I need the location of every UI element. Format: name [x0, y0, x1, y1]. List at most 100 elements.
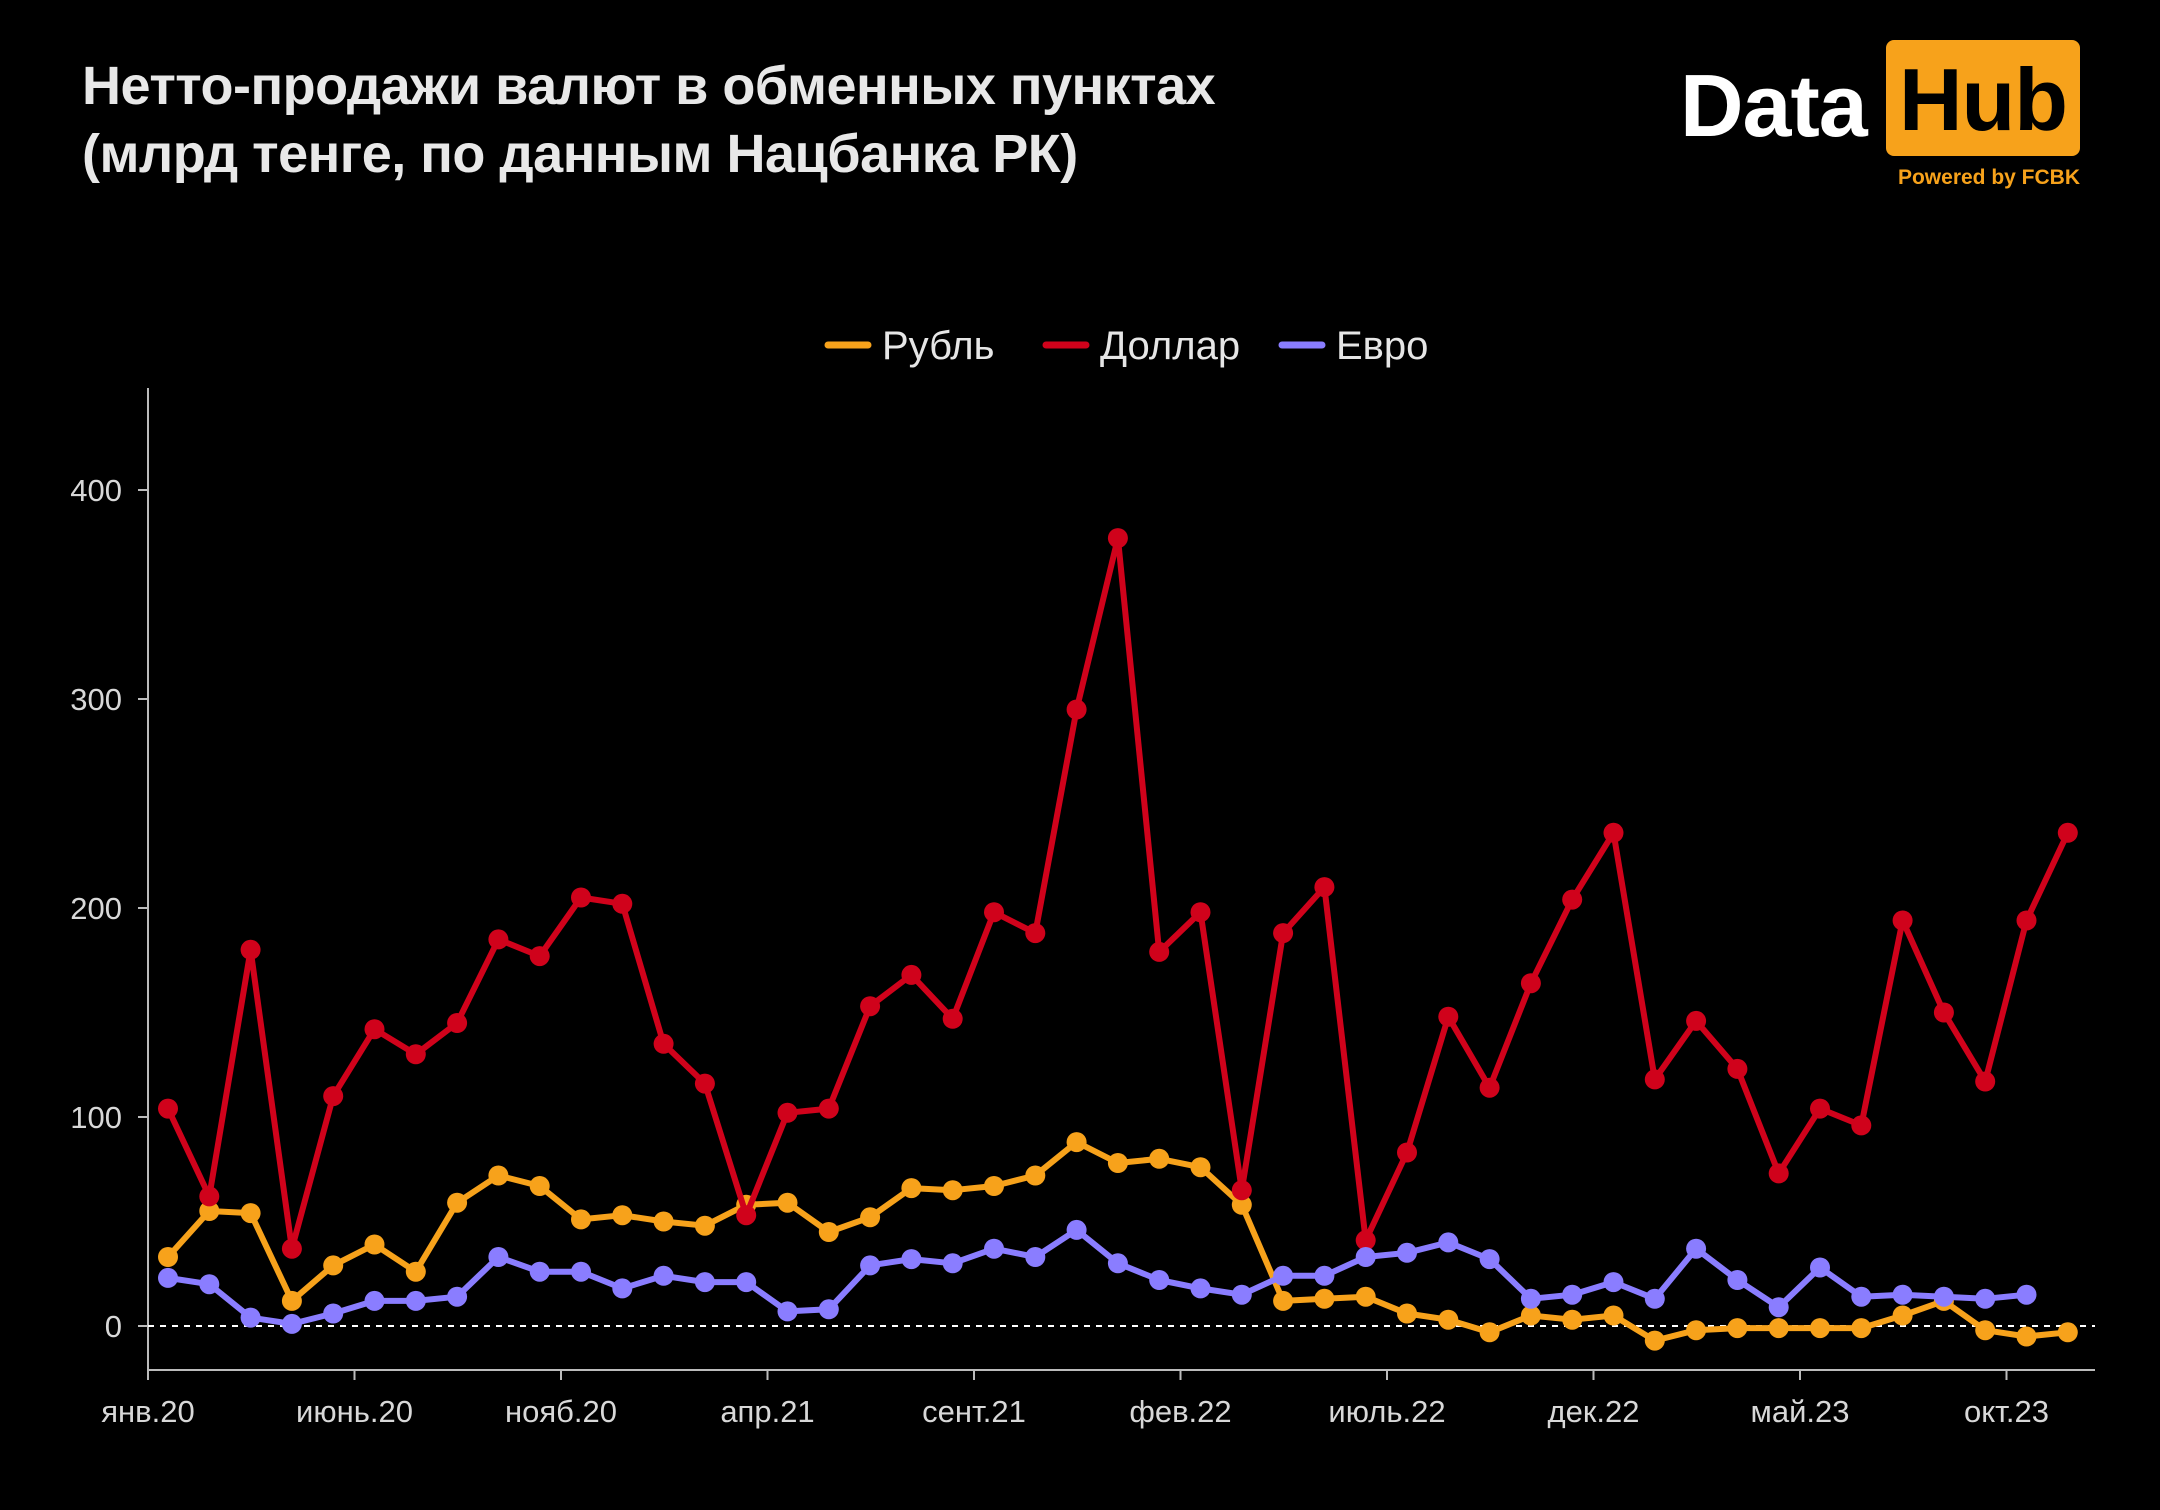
data-point [364, 1019, 385, 1040]
data-point [1355, 1286, 1376, 1307]
data-point [777, 1102, 798, 1123]
data-point [1520, 1305, 1541, 1326]
chart-axes: 0 100 200 300 400 янв.20 июнь.20 нояб.20 апр.21 с… [70, 388, 2095, 1429]
data-point [199, 1274, 220, 1295]
x-tick-label: июль.22 [1328, 1394, 1445, 1429]
chart-title: Нетто-продажи валют в обменных пунктах (… [82, 52, 1216, 188]
data-point [1149, 1270, 1170, 1290]
x-tick-label: апр.21 [720, 1394, 814, 1429]
data-point [199, 1201, 220, 1221]
data-point [405, 1290, 426, 1311]
data-point [1851, 1318, 1872, 1339]
data-point [2016, 1326, 2037, 1347]
x-tick-label: янв.20 [101, 1394, 194, 1429]
data-point [1810, 1098, 1830, 1119]
data-point [281, 1290, 302, 1311]
data-point [571, 1209, 591, 1230]
chart-legend: Рубль Доллар Евро [824, 324, 1428, 368]
data-point [1727, 1058, 1748, 1079]
data-point [447, 1013, 468, 1033]
data-point [529, 1261, 550, 1282]
data-point [364, 1234, 385, 1255]
data-point [1438, 1006, 1459, 1027]
data-point [1479, 1077, 1500, 1098]
data-point [2016, 1284, 2037, 1305]
data-point [1644, 1288, 1665, 1309]
data-point [571, 1261, 591, 1282]
data-point [1479, 1322, 1500, 1343]
data-point [158, 1247, 178, 1267]
data-point [1768, 1297, 1789, 1318]
data-point [653, 1211, 674, 1232]
data-point [488, 1165, 509, 1186]
data-point [1933, 1286, 1954, 1307]
data-point [1314, 1265, 1335, 1286]
data-point [405, 1044, 426, 1065]
data-point [694, 1073, 715, 1094]
data-point [612, 1205, 633, 1226]
data-point [612, 893, 633, 914]
x-tick-label: фев.22 [1129, 1394, 1231, 1429]
chart-title-line-2: (млрд тенге, по данным Нацбанка РК) [82, 124, 1078, 184]
data-point [2057, 1322, 2078, 1343]
data-point [1727, 1270, 1748, 1290]
data-point [653, 1033, 674, 1054]
data-point [1190, 1278, 1211, 1299]
data-point [984, 1238, 1004, 1259]
data-point [1644, 1330, 1665, 1351]
data-point [1768, 1163, 1789, 1184]
data-point [653, 1265, 674, 1286]
data-point [529, 1176, 550, 1196]
data-point [777, 1192, 798, 1213]
x-tick-label: окт.23 [1964, 1394, 2049, 1429]
y-tick-label: 0 [105, 1309, 122, 1344]
data-point [1066, 1219, 1087, 1240]
data-point [281, 1313, 302, 1334]
data-point [942, 1253, 963, 1274]
x-tick-label: нояб.20 [505, 1394, 617, 1429]
data-point [240, 939, 261, 960]
data-point [1975, 1320, 1996, 1341]
legend-item-3: Евро [1278, 324, 1428, 368]
data-point [1107, 528, 1128, 549]
y-tick-label: 100 [70, 1100, 122, 1135]
data-point [901, 964, 922, 985]
data-point [1479, 1249, 1500, 1270]
data-point [1025, 1165, 1046, 1186]
data-point [1190, 1157, 1211, 1178]
data-point [1810, 1318, 1830, 1339]
data-point [529, 946, 550, 967]
y-tick-label: 200 [70, 891, 122, 926]
data-point [1025, 1247, 1046, 1267]
data-point [447, 1286, 468, 1307]
data-point [1314, 877, 1335, 898]
data-point [1520, 1288, 1541, 1309]
data-point [1892, 910, 1913, 931]
data-point [1562, 1284, 1583, 1305]
data-point [984, 902, 1004, 923]
data-point [571, 887, 591, 908]
data-point [1686, 1238, 1707, 1259]
x-tick-label: дек.22 [1548, 1394, 1640, 1429]
data-point [1851, 1115, 1872, 1136]
chart-series [158, 528, 2078, 1351]
data-point [1025, 923, 1046, 944]
data-point [736, 1205, 757, 1226]
datahub-logo: Data Hub Powered by FCBK [1680, 38, 2080, 198]
y-tick-label: 400 [70, 473, 122, 508]
data-point [1686, 1320, 1707, 1341]
data-point [736, 1272, 757, 1293]
data-point [1231, 1284, 1252, 1305]
data-point [2016, 910, 2037, 931]
data-point [323, 1086, 344, 1107]
logo-word-data: Data [1680, 56, 1868, 155]
data-point [1438, 1309, 1459, 1330]
data-point [1520, 973, 1541, 994]
chart-title-line-1: Нетто-продажи валют в обменных пунктах [82, 56, 1216, 116]
series-1 [158, 1132, 2078, 1351]
data-point [612, 1278, 633, 1299]
data-point [1768, 1318, 1789, 1339]
data-point [818, 1299, 839, 1320]
x-tick-label: май.23 [1751, 1394, 1850, 1429]
data-point [1190, 902, 1211, 923]
